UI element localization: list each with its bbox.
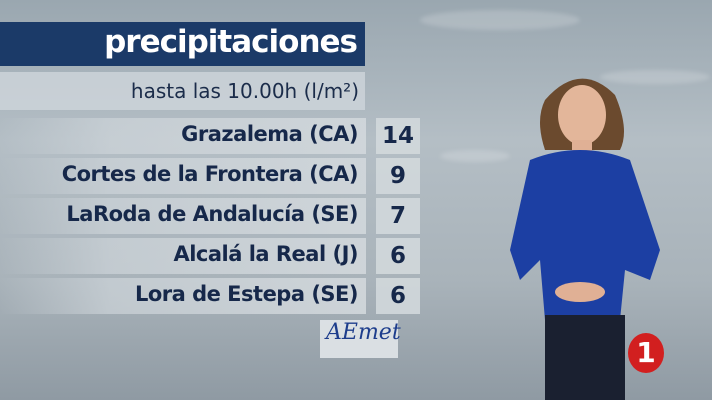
table-row: Grazalema (CA) 14: [0, 118, 420, 154]
table-row: Cortes de la Frontera (CA) 9: [0, 158, 420, 194]
precipitation-value: 14: [381, 123, 414, 149]
subtitle-box: hasta las 10.00h (l/m²): [0, 72, 365, 110]
location-label: Grazalema (CA): [181, 122, 358, 146]
background-ripple: [440, 150, 510, 162]
table-row: LaRoda de Andalucía (SE) 7: [0, 198, 420, 234]
page-title: precipitaciones: [104, 24, 358, 60]
table-row: Alcalá la Real (J) 6: [0, 238, 420, 274]
table-row: Lora de Estepa (SE) 6: [0, 278, 420, 314]
location-label: Lora de Estepa (SE): [134, 282, 359, 306]
subtitle: hasta las 10.00h (l/m²): [130, 79, 359, 103]
background-ripple: [600, 70, 710, 84]
presenter-figure: [510, 78, 660, 400]
location-label: Cortes de la Frontera (CA): [61, 162, 359, 186]
precipitation-value: 9: [389, 163, 406, 189]
background-ripple: [420, 10, 580, 30]
location-label: Alcalá la Real (J): [173, 242, 358, 266]
precipitation-value: 6: [389, 243, 406, 269]
title-bar: precipitaciones: [0, 22, 365, 66]
precipitation-value: 6: [389, 283, 406, 309]
precipitation-value: 7: [389, 203, 406, 229]
channel-logo: 1: [628, 333, 664, 373]
location-label: LaRoda de Andalucía (SE): [66, 202, 358, 226]
aemet-logo: AEmet: [320, 320, 401, 358]
